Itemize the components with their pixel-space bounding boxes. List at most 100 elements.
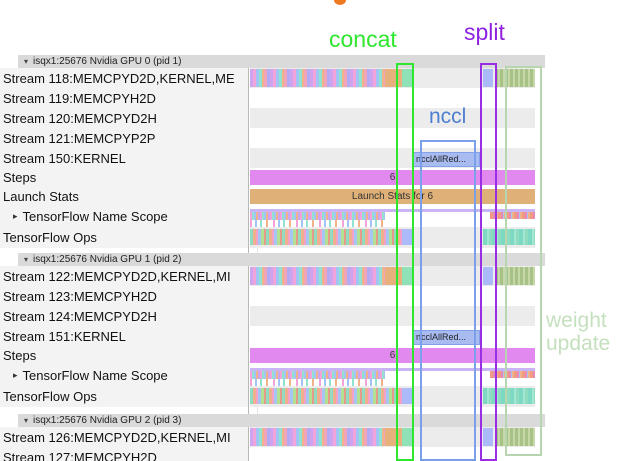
nccl-kernel-bar[interactable]: ncclAllRed... [413,152,480,167]
row-label[interactable]: ▸ TensorFlow Name Scope [0,365,248,386]
row-label-text: Launch Stats [3,189,79,204]
row-label-text: Stream 150:KERNEL [3,150,126,166]
name-scope-flame-top[interactable] [250,212,385,220]
row-label[interactable]: Stream 122:MEMCPYD2D,KERNEL,MI [0,266,248,286]
memcpy-orange-segment[interactable] [385,428,402,446]
name-scope-flame-top[interactable] [250,371,385,379]
memcpy-orange-segment[interactable] [385,69,402,87]
row-label-text: Stream 119:MEMCPYH2D [3,90,156,106]
nccl-kernel-bar[interactable]: ncclAllRed... [413,330,480,345]
row-label[interactable]: Stream 123:MEMCPYH2D [0,286,248,306]
collapse-triangle-icon[interactable]: ▾ [24,57,29,66]
name-scope-root-bar[interactable] [250,368,535,371]
steps-bar[interactable]: 6 [250,170,535,185]
row-label-text: Stream 151:KERNEL [3,328,126,344]
name-scope-root-bar[interactable] [250,209,535,212]
tf-ops-teal-segment[interactable] [483,229,535,245]
row-label[interactable]: Steps [0,168,248,187]
row-label[interactable]: Stream 119:MEMCPYH2D [0,88,248,108]
memcpy-teal-segment[interactable] [402,69,414,87]
stream-activity-bar[interactable] [250,69,385,87]
row-label-text: TensorFlow Name Scope [22,209,168,224]
timeline-row: Launch Stats Launch Stats for 6 [0,187,622,206]
row-label-text: Steps [3,170,37,185]
timeline-row: Stream 127:MEMCPYH2D [0,447,622,461]
name-scope-right-segment[interactable] [490,371,535,378]
row-label[interactable]: Stream 126:MEMCPYD2D,KERNEL,MI [0,427,248,447]
row-label[interactable]: Stream 120:MEMCPYD2H [0,108,248,128]
gpu-section-header[interactable]: ▾ isqx1:25676 Nvidia GPU 2 (pid 3) [18,414,545,427]
memcpy-blue-segment[interactable] [483,69,493,87]
row-label[interactable]: Stream 121:MEMCPYP2P [0,128,248,148]
row-track: 6 [250,168,535,187]
kernel-green-segment[interactable] [495,267,535,285]
timeline-row: Stream 124:MEMCPYD2H [0,306,622,326]
memcpy-blue-segment[interactable] [483,428,493,446]
memcpy-blue-segment[interactable] [483,267,493,285]
row-label[interactable]: Stream 118:MEMCPYD2D,KERNEL,ME [0,68,248,88]
row-label-text: Stream 127:MEMCPYH2D [3,449,157,461]
row-track: ncclAllRed... [250,326,535,346]
row-track [250,108,535,128]
row-track: Launch Stats for 6 [250,187,535,206]
expand-arrow-icon[interactable]: ▸ [13,370,18,380]
tf-ops-blue-segment[interactable] [402,388,414,404]
orange-dot [334,0,346,5]
tf-ops-blue-segment[interactable] [402,229,414,245]
memcpy-teal-segment[interactable] [402,428,414,446]
row-track [250,306,535,326]
name-scope-flame-bottom[interactable] [250,379,385,386]
gpu-section-header[interactable]: ▾ isqx1:25676 Nvidia GPU 1 (pid 2) [18,253,545,266]
memcpy-teal-segment[interactable] [402,267,414,285]
row-label-text: TensorFlow Name Scope [22,368,168,383]
row-track [250,427,535,447]
row-track [250,386,535,407]
kernel-green-segment[interactable] [495,69,535,87]
steps-bar[interactable]: 6 [250,348,535,363]
row-label[interactable]: Stream 127:MEMCPYH2D [0,447,248,461]
row-label[interactable]: Stream 150:KERNEL [0,148,248,168]
row-track [250,88,535,108]
row-track [250,227,535,248]
row-track [250,286,535,306]
name-scope-flame-bottom[interactable] [250,220,385,227]
row-label-text: Stream 122:MEMCPYD2D,KERNEL,MI [3,268,231,284]
expand-arrow-icon[interactable]: ▸ [13,211,18,221]
split-annotation: split [464,19,505,45]
kernel-green-segment[interactable] [495,428,535,446]
launch-stats-bar[interactable]: Launch Stats for 6 [250,189,535,204]
stream-activity-bar[interactable] [250,428,385,446]
timeline-row: Stream 120:MEMCPYD2H [0,108,622,128]
row-track [250,447,535,461]
row-label[interactable]: Stream 124:MEMCPYD2H [0,306,248,326]
row-track [250,128,535,148]
row-label[interactable]: ▸ TensorFlow Name Scope [0,206,248,227]
stream-activity-bar[interactable] [250,267,385,285]
name-scope-right-segment[interactable] [490,212,535,219]
row-label[interactable]: TensorFlow Ops [0,386,248,407]
tf-ops-activity-bar[interactable] [250,388,402,404]
collapse-triangle-icon[interactable]: ▾ [24,416,29,425]
gpu-section-header-label: isqx1:25676 Nvidia GPU 2 (pid 3) [33,415,182,426]
tf-ops-activity-bar[interactable] [250,229,402,245]
row-track [250,206,535,227]
row-label[interactable]: Steps [0,346,248,365]
row-label-text: TensorFlow Ops [3,230,97,245]
row-label[interactable]: Launch Stats [0,187,248,206]
row-label-text: Stream 118:MEMCPYD2D,KERNEL,ME [3,70,235,86]
timeline-row: ▸ TensorFlow Name Scope [0,365,622,386]
row-label[interactable]: TensorFlow Ops [0,227,248,248]
row-track: 6 [250,346,535,365]
timeline-row: Stream 151:KERNEL ncclAllRed... [0,326,622,346]
memcpy-orange-segment[interactable] [385,267,402,285]
collapse-triangle-icon[interactable]: ▾ [24,255,29,264]
gpu-section-header-label: isqx1:25676 Nvidia GPU 0 (pid 1) [33,56,182,67]
row-label[interactable]: Stream 151:KERNEL [0,326,248,346]
timeline-row: Steps 6 [0,346,622,365]
concat-annotation: concat [329,26,397,52]
row-track [250,266,535,286]
gpu-section-header[interactable]: ▾ isqx1:25676 Nvidia GPU 0 (pid 1) [18,55,545,68]
tf-ops-teal-segment[interactable] [483,388,535,404]
timeline-row: ▸ TensorFlow Name Scope [0,206,622,227]
